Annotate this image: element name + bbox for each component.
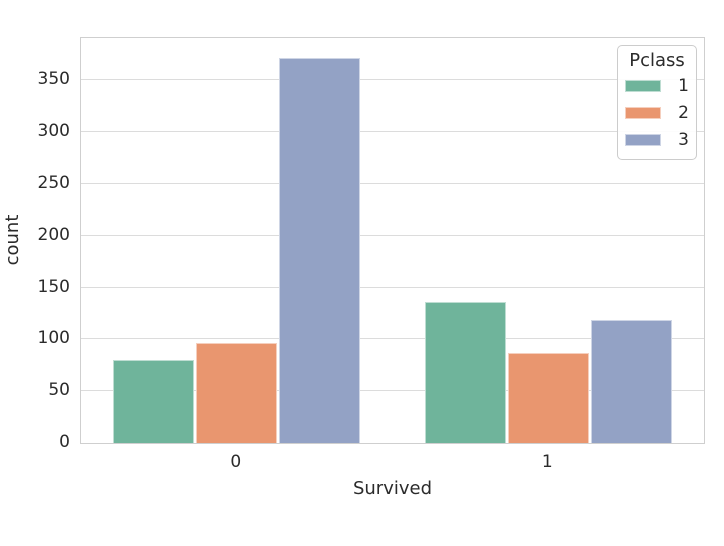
gridline-y100 — [81, 338, 704, 340]
legend: Pclass 1 2 3 — [617, 45, 697, 160]
bar-1-pclass3 — [590, 319, 672, 443]
gridline-y350 — [81, 79, 704, 81]
legend-item-label: 2 — [678, 102, 689, 123]
xtick-label-0: 0 — [230, 452, 242, 472]
gridline-y150 — [81, 286, 704, 288]
ytick-label-150: 150 — [37, 276, 70, 297]
legend-item-3: 3 — [625, 126, 689, 153]
bar-1-pclass1 — [424, 302, 506, 443]
legend-item-2: 2 — [625, 99, 689, 126]
bars — [81, 38, 704, 443]
legend-items: 1 2 3 — [625, 72, 689, 153]
legend-swatch-2 — [625, 106, 661, 119]
x-axis-label: Survived — [352, 478, 433, 499]
gridline-y200 — [81, 234, 704, 236]
ytick-label-250: 250 — [37, 173, 70, 194]
gridline-y50 — [81, 390, 704, 392]
bar-0-pclass3 — [279, 57, 361, 443]
bar-1-pclass2 — [507, 352, 589, 443]
legend-item-label: 1 — [678, 75, 689, 96]
ytick-label-350: 350 — [37, 69, 70, 90]
ytick-label-300: 300 — [37, 121, 70, 142]
bar-0-pclass2 — [196, 342, 278, 443]
bar-0-pclass1 — [113, 360, 195, 443]
ytick-label-200: 200 — [37, 224, 70, 245]
legend-title: Pclass — [629, 50, 685, 71]
xtick-label-1: 1 — [541, 452, 553, 472]
legend-item-1: 1 — [625, 72, 689, 99]
gridlines — [81, 38, 704, 443]
plot-area: Pclass 1 2 3 — [80, 37, 705, 444]
gridline-y300 — [81, 131, 704, 133]
ytick-label-50: 50 — [48, 380, 70, 401]
legend-swatch-1 — [625, 79, 661, 92]
ytick-label-0: 0 — [59, 432, 70, 452]
legend-item-label: 3 — [678, 129, 689, 150]
legend-swatch-3 — [625, 133, 661, 146]
ytick-label-100: 100 — [37, 328, 70, 349]
gridline-y250 — [81, 183, 704, 185]
